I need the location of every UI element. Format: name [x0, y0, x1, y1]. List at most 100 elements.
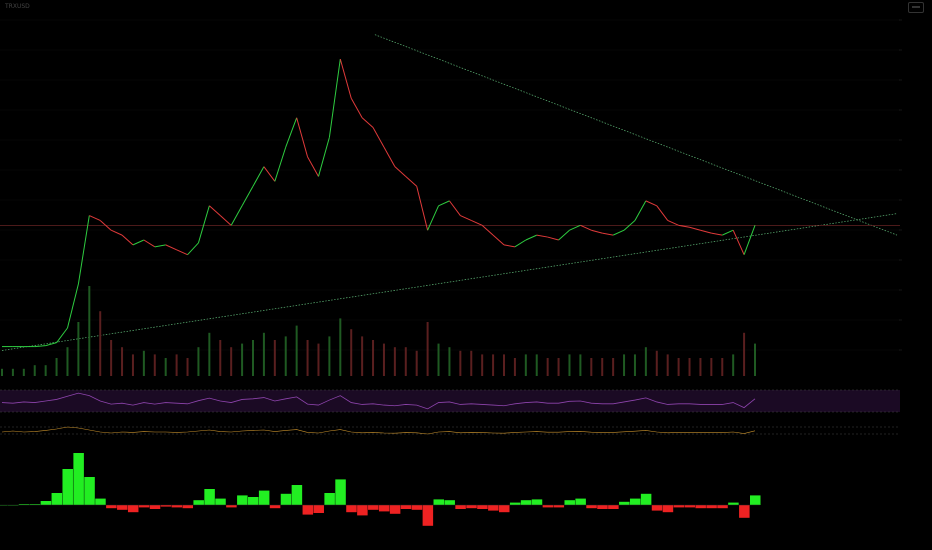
stoch-line [1, 426, 756, 435]
volume-bar [492, 354, 495, 376]
histogram-bar [509, 502, 521, 505]
volume-bar [350, 329, 353, 376]
volume-bar [66, 347, 69, 376]
price-segment [525, 234, 537, 241]
histogram-bar [378, 505, 390, 512]
price-segment [154, 244, 166, 248]
price-segment [45, 342, 57, 347]
volume-bar [197, 347, 200, 376]
price-segment [350, 97, 363, 119]
histogram-bar [302, 505, 314, 515]
histogram-bar [127, 505, 139, 513]
volume-bars [1, 286, 756, 376]
price-segment [241, 185, 254, 207]
histogram-bar [444, 500, 455, 505]
histogram-bar [357, 505, 368, 516]
price-segment [558, 229, 570, 241]
price-segment [143, 239, 156, 248]
histogram-bar [706, 505, 717, 509]
stoch-panel [0, 426, 900, 435]
histogram-bar [117, 505, 128, 510]
histogram-bar [455, 505, 466, 509]
window-restore-icon[interactable] [908, 2, 924, 13]
volume-bar [633, 354, 636, 376]
histogram-bar [18, 504, 30, 505]
volume-bar [339, 318, 342, 376]
price-segment [711, 232, 723, 236]
volume-bar [415, 350, 418, 376]
histogram-bar [346, 505, 357, 513]
price-segment [405, 176, 418, 187]
price-segment [361, 117, 374, 128]
histogram-bar [531, 499, 543, 505]
histogram-bar [662, 505, 674, 513]
price-segment [230, 205, 243, 226]
histogram-bar [73, 453, 84, 505]
histogram-bar [313, 505, 324, 513]
histogram-bar [651, 505, 663, 511]
volume-bar [655, 350, 658, 376]
histogram-bar [488, 505, 499, 511]
volume-bar [131, 354, 134, 376]
histogram-bar [368, 505, 379, 510]
volume-bar [448, 347, 451, 376]
histogram-bar [619, 501, 630, 505]
rsi-panel [0, 389, 900, 413]
histogram-bar [226, 505, 237, 508]
volume-bar [77, 322, 80, 376]
price-segment [612, 229, 625, 236]
histogram-bar [477, 505, 488, 509]
price-segment [121, 234, 134, 246]
histogram-bar [684, 505, 696, 508]
volume-bar [459, 350, 462, 376]
price-segment [460, 215, 472, 221]
volume-bar [219, 340, 222, 376]
histogram-bar [728, 502, 739, 505]
price-series [2, 58, 756, 348]
volume-bar [55, 358, 58, 376]
volume-bar [579, 354, 582, 376]
price-segment [536, 234, 548, 238]
price-segment [372, 127, 385, 148]
volume-bar [372, 340, 375, 376]
histogram-bar [695, 505, 706, 509]
rsi-band [0, 390, 900, 412]
volume-bar [284, 336, 287, 376]
histogram-bar [160, 505, 172, 507]
price-segment [481, 224, 494, 236]
price-segment [328, 59, 341, 138]
histogram-bar [411, 505, 423, 510]
histogram-bar [335, 479, 346, 505]
price-segment [514, 239, 527, 248]
volume-bar [88, 286, 91, 376]
volume-bar [252, 340, 254, 376]
histogram-bar [324, 493, 335, 505]
histogram-bar [433, 499, 445, 505]
volume-bar [568, 354, 571, 376]
volume-bar [481, 354, 484, 376]
volume-bar [601, 358, 604, 376]
price-segment [645, 200, 657, 207]
histogram-bar [84, 477, 95, 505]
histogram-bar [291, 485, 303, 505]
price-segment [274, 146, 287, 182]
volume-bar [262, 332, 265, 376]
price-segment [678, 224, 690, 228]
volume-bar [142, 350, 145, 376]
volume-bar [688, 358, 691, 376]
price-segment [569, 224, 581, 231]
volume-bar [208, 332, 211, 376]
volume-bar [393, 347, 396, 376]
price-segment [219, 215, 232, 226]
volume-bar [721, 358, 724, 376]
volume-bar [230, 347, 233, 376]
price-segment [416, 186, 429, 231]
price-segment [66, 283, 79, 329]
price-segment [743, 225, 756, 255]
price-segment [667, 219, 679, 226]
price-segment [296, 117, 309, 158]
histogram-bar [237, 495, 248, 505]
volume-bar [612, 358, 615, 376]
volume-bar [513, 358, 516, 376]
volume-bar [175, 354, 178, 376]
